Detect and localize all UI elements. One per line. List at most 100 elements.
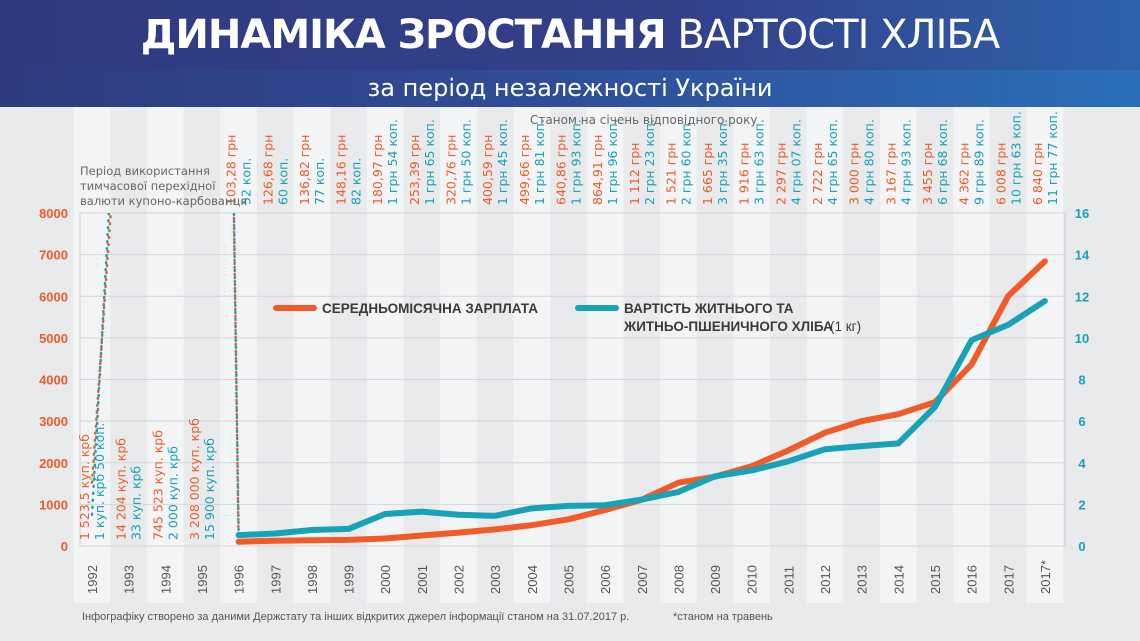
x-axis-tick: 2017 [1001, 565, 1016, 594]
bread-value-label: 2 000 куп. крб [165, 446, 180, 540]
x-axis-tick: 1999 [342, 565, 357, 594]
x-axis-tick: 2002 [452, 565, 467, 594]
salary-value-label: 3 167 грн [883, 143, 898, 205]
salary-value-label: 1 523,5 куп. крб [77, 434, 92, 540]
left-axis-tick: 6000 [39, 289, 68, 304]
bread-value-label: 15 900 куп. крб [202, 438, 217, 540]
salary-value-label: 1 916 грн [737, 143, 752, 205]
bread-value-label: 4 грн 80 коп. [862, 119, 877, 205]
x-axis-tick: 2017* [1038, 560, 1053, 594]
legend-salary-label: СЕРЕДНЬОМІСЯЧНА ЗАРПЛАТА [322, 301, 538, 316]
title-light: ВАРТОСТІ ХЛІБА [677, 12, 1000, 58]
salary-value-label: 1 521 грн [663, 143, 678, 205]
header-band [0, 0, 1140, 70]
bread-value-label: 4 грн 93 коп. [898, 119, 913, 205]
salary-value-label: 136,82 грн [297, 135, 312, 205]
right-axis-tick: 2 [1078, 497, 1085, 512]
salary-value-label: 400,59 грн [480, 135, 495, 205]
column-stripe [733, 107, 771, 603]
column-stripe [1026, 107, 1064, 603]
salary-value-label: 1 112 грн [627, 143, 642, 205]
salary-value-label: 320,76 грн [444, 135, 459, 205]
column-stripe [293, 107, 331, 603]
x-axis-tick: 2012 [818, 565, 833, 594]
left-axis-tick: 7000 [39, 248, 68, 263]
bread-value-label: 77 коп. [312, 158, 327, 205]
salary-value-label: 3 208 000 куп. крб [187, 418, 202, 540]
bread-value-label: 6 грн 68 коп. [935, 119, 950, 205]
left-axis-tick: 2000 [39, 456, 68, 471]
x-axis-tick: 2016 [965, 565, 980, 594]
column-stripe [879, 107, 917, 603]
bread-value-label: 1 грн 45 коп. [495, 119, 510, 205]
bread-value-label: 1 грн 65 коп. [422, 119, 437, 205]
x-axis-tick: 2004 [525, 565, 540, 594]
page-title: ДИНАМІКА ЗРОСТАННЯ ВАРТОСТІ ХЛІБА [0, 12, 1140, 58]
legend-bread-label-2: ЖИТНЬО-ПШЕНИЧНОГО ХЛІБА [623, 319, 833, 334]
x-axis-tick: 2007 [635, 565, 650, 594]
footer-source: Інфографіку створено за даними Держстату… [82, 611, 630, 623]
bread-value-label: 3 грн 63 коп. [752, 119, 767, 205]
x-axis-tick: 2014 [891, 565, 906, 594]
bread-value-label: 3 грн 35 коп. [715, 119, 730, 205]
period-line: Період використання [80, 164, 210, 178]
period-line: валюти купоно-карбованця [80, 194, 248, 208]
bread-value-label: 1 куп. крб 50 коп. [92, 423, 107, 540]
x-axis-tick: 2003 [488, 565, 503, 594]
x-axis-tick: 2009 [708, 565, 723, 594]
page-subtitle: за період незалежності України [367, 74, 773, 102]
x-axis-tick: 1993 [122, 565, 137, 594]
column-stripe [806, 107, 844, 603]
x-axis-tick: 1995 [195, 565, 210, 594]
left-axis-tick: 5000 [39, 331, 68, 346]
legend-bread-label-1: ВАРТІСТЬ ЖИТНЬОГО ТА [624, 301, 794, 316]
x-axis-tick: 1998 [305, 565, 320, 594]
column-stripe [660, 107, 697, 603]
salary-value-label: 3 455 грн [920, 143, 935, 205]
right-axis-tick: 0 [1078, 539, 1085, 554]
salary-value-label: 180,97 грн [370, 135, 385, 205]
period-line: тимчасової перехідної [80, 179, 216, 193]
bread-value-label: 82 коп. [349, 158, 364, 205]
bread-value-label: 52 коп. [239, 158, 254, 205]
salary-value-label: 864,91 грн [590, 135, 605, 205]
x-axis-tick: 2005 [561, 565, 576, 594]
right-axis-tick: 10 [1075, 331, 1089, 346]
left-axis-tick: 4000 [39, 373, 68, 388]
salary-value-label: 4 362 грн [957, 143, 972, 205]
salary-value-label: 3 000 грн [847, 143, 862, 205]
coupon-period-note: Період використання тимчасової перехідно… [80, 164, 247, 209]
salary-value-label: 6 840 грн [1030, 143, 1045, 205]
right-axis-tick: 12 [1075, 289, 1089, 304]
subheader-band [0, 70, 1140, 107]
salary-value-label: 1 665 грн [700, 143, 715, 205]
salary-value-label: 640,86 грн [553, 135, 568, 205]
x-axis-tick: 2006 [598, 565, 613, 594]
x-axis-tick: 2011 [781, 566, 796, 594]
salary-value-label: 499,66 грн [517, 135, 532, 205]
column-stripe [440, 107, 477, 603]
bread-value-label: 2 грн 60 коп. [678, 119, 693, 205]
salary-value-label: 103,28 грн [224, 135, 239, 205]
bread-value-label: 1 грн 93 коп. [568, 119, 583, 205]
left-axis-tick: 1000 [39, 497, 68, 512]
bread-value-label: 60 коп. [275, 158, 290, 205]
bread-value-label: 11 грн 77 коп. [1045, 111, 1060, 205]
x-axis-tick: 1992 [85, 565, 100, 594]
legend-bread-unit: (1 кг) [830, 319, 861, 334]
footer-asterisk: *станом на травень [673, 611, 773, 623]
salary-value-label: 6 008 грн [993, 143, 1008, 205]
x-axis-tick: 2000 [378, 565, 393, 594]
x-axis-tick: 2001 [415, 565, 430, 594]
bread-value-label: 10 грн 63 коп. [1008, 111, 1023, 205]
salary-value-label: 148,16 грн [334, 135, 349, 205]
x-axis-tick: 2013 [855, 565, 870, 594]
bread-value-label: 1 грн 96 коп. [605, 119, 620, 205]
salary-value-label: 2 297 грн [773, 143, 788, 205]
right-axis-tick: 8 [1078, 373, 1085, 388]
salary-value-label: 126,68 грн [260, 135, 275, 205]
left-axis-tick: 0 [61, 539, 68, 554]
bread-value-label: 9 грн 89 коп. [972, 119, 987, 205]
x-axis-tick: 2010 [745, 565, 760, 594]
